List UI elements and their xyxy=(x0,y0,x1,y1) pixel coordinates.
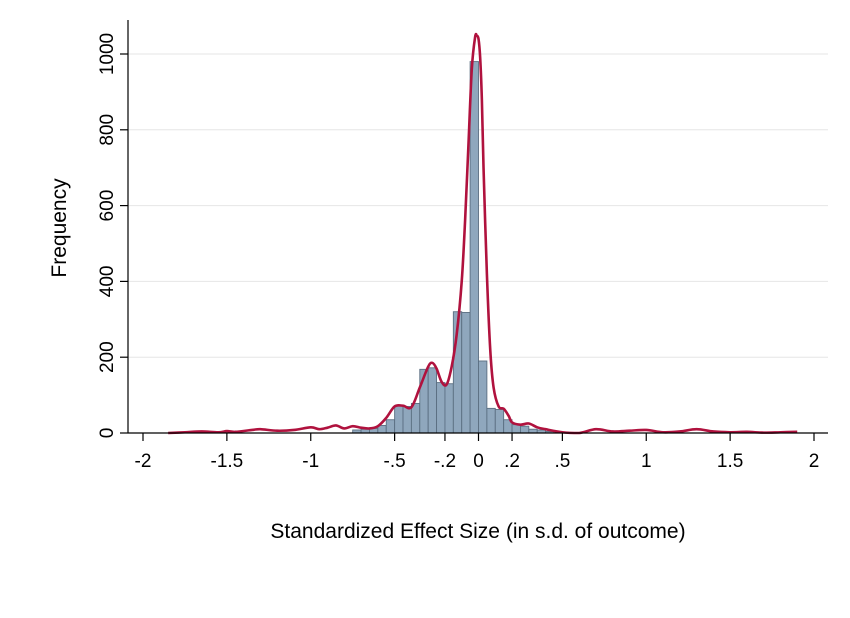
x-tick-label-0: -2 xyxy=(135,451,152,472)
histogram-bar-5 xyxy=(394,405,404,434)
y-tick-label-3: 600 xyxy=(97,190,118,222)
y-axis-title: Frequency xyxy=(48,178,71,278)
histogram-bar-11 xyxy=(444,383,454,434)
histogram-bar-9 xyxy=(427,367,438,434)
x-tick-label-5: 0 xyxy=(473,451,484,472)
y-tick-label-1: 200 xyxy=(97,341,118,373)
y-tick-label-5: 1000 xyxy=(97,33,118,75)
x-tick-label-2: -1 xyxy=(302,451,319,472)
x-tick-label-4: -.2 xyxy=(434,451,456,472)
histogram-bar-17 xyxy=(494,409,505,434)
axes xyxy=(120,20,828,441)
histogram-bar-15 xyxy=(478,360,488,434)
x-axis-title: Standardized Effect Size (in s.d. of out… xyxy=(270,520,685,543)
x-tick-label-10: 2 xyxy=(809,451,820,472)
histogram-bar-20 xyxy=(519,425,530,434)
x-tick-label-9: 1.5 xyxy=(717,451,743,472)
y-tick-label-0: 0 xyxy=(97,428,118,439)
histogram-bar-14 xyxy=(469,61,479,434)
y-tick-label-4: 800 xyxy=(97,114,118,146)
density-curve-layer xyxy=(168,32,798,435)
x-tick-label-7: .5 xyxy=(554,451,570,472)
x-tick-label-1: -1.5 xyxy=(211,451,244,472)
histogram-bar-6 xyxy=(402,406,412,434)
histogram-bar-4 xyxy=(385,419,396,434)
tick-labels: -2 -1.5 -1 -.5 -.2 0 .2 .5 1 1.5 2 0 200 400 600 800 100… xyxy=(97,33,819,472)
histogram-bar-13 xyxy=(461,312,471,434)
histogram-bar-7 xyxy=(410,402,421,434)
x-tick-label-6: .2 xyxy=(504,451,520,472)
x-tick-label-8: 1 xyxy=(641,451,652,472)
histogram-bars xyxy=(352,61,555,434)
x-tick-label-3: -.5 xyxy=(384,451,406,472)
histogram-bar-16 xyxy=(486,407,496,434)
histogram-bar-19 xyxy=(511,424,521,434)
y-tick-label-2: 400 xyxy=(97,266,118,298)
histogram-bar-10 xyxy=(436,382,446,434)
density-curve xyxy=(168,32,798,435)
